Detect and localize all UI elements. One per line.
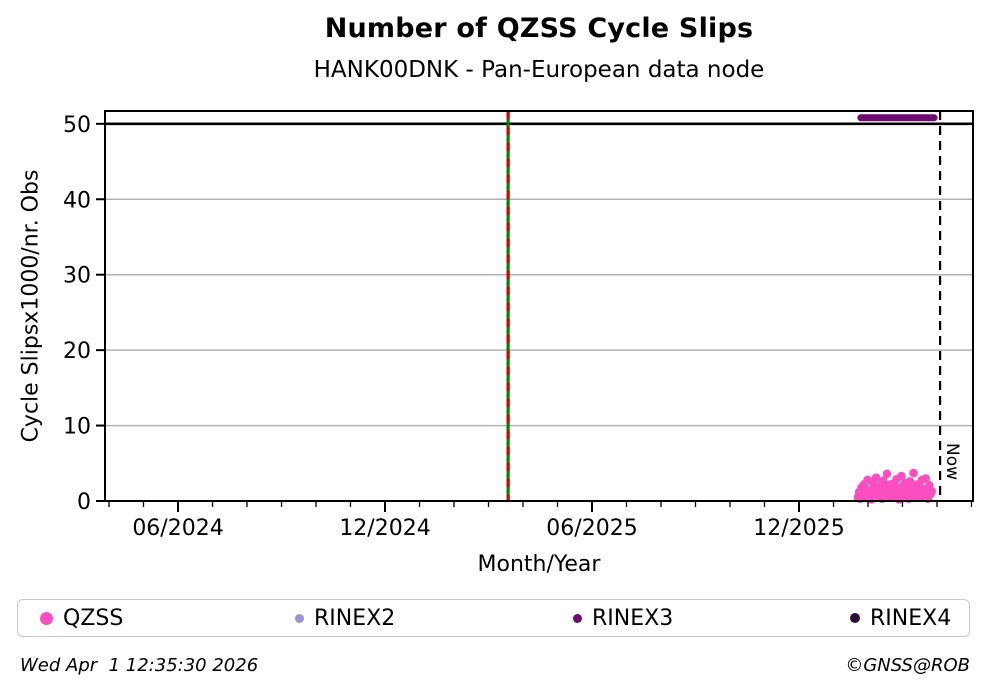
legend-marker-rinex2-icon	[295, 613, 304, 623]
legend-label: RINEX2	[314, 605, 396, 631]
legend-label: QZSS	[63, 605, 124, 631]
chart-subtitle: HANK00DNK - Pan-European data node	[313, 57, 765, 83]
chart-legend: QZSS RINEX2 RINEX3 RINEX4	[17, 599, 970, 637]
timestamp-text: Wed Apr 1 12:35:30 2026	[20, 655, 259, 676]
legend-marker-qzss-icon	[40, 611, 53, 625]
legend-marker-rinex3-icon	[573, 613, 582, 623]
series-qzss-point	[921, 474, 930, 483]
y-tick-label: 0	[77, 490, 91, 515]
x-tick-label: 06/2025	[546, 516, 637, 541]
legend-item-rinex3: RINEX3	[573, 600, 673, 636]
series-qzss-point	[927, 486, 936, 496]
legend-label: RINEX3	[592, 605, 674, 631]
y-tick-label: 50	[63, 113, 91, 138]
legend-item-rinex2: RINEX2	[295, 600, 395, 636]
y-tick-label: 20	[63, 339, 91, 364]
legend-marker-rinex4-icon	[850, 613, 860, 623]
y-tick-label: 40	[63, 188, 91, 213]
y-tick-label: 30	[63, 264, 91, 289]
x-tick-label: 12/2024	[339, 516, 430, 541]
x-axis-label: Month/Year	[477, 552, 601, 577]
legend-label: RINEX4	[870, 605, 952, 631]
plot-border	[104, 110, 974, 502]
series-qzss-point	[882, 469, 892, 479]
legend-item-qzss: QZSS	[40, 600, 123, 636]
series-qzss-point	[897, 471, 906, 481]
x-tick-label: 06/2024	[132, 516, 223, 541]
series-qzss-point	[909, 468, 918, 478]
credit-text: ©GNSS@ROB	[845, 655, 970, 676]
chart-title: Number of QZSS Cycle Slips	[324, 13, 754, 44]
now-label: Now	[942, 443, 962, 480]
x-tick-label: 12/2025	[753, 516, 844, 541]
y-tick-label: 10	[63, 415, 91, 440]
legend-item-rinex4: RINEX4	[850, 600, 951, 636]
series-qzss-point	[871, 473, 881, 482]
